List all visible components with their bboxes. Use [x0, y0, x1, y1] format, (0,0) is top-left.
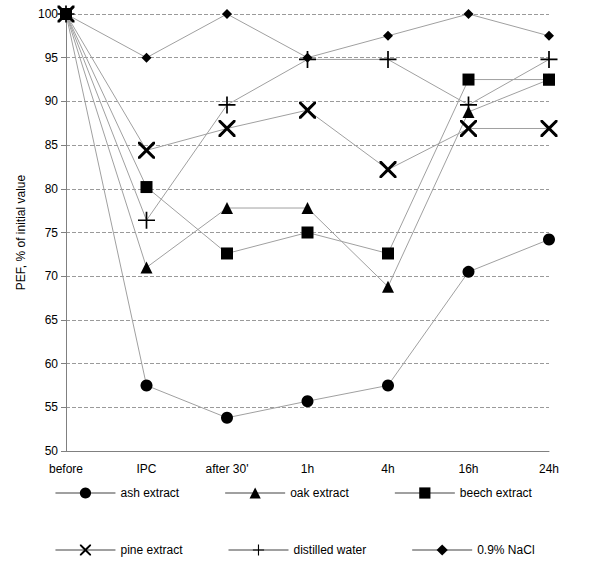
svg-text:distilled water: distilled water	[293, 543, 366, 557]
svg-text:90: 90	[45, 94, 59, 108]
svg-text:24h: 24h	[539, 462, 559, 476]
svg-text:oak extract: oak extract	[290, 486, 349, 500]
svg-text:1h: 1h	[301, 462, 314, 476]
svg-text:after 30': after 30'	[206, 462, 249, 476]
svg-text:75: 75	[45, 226, 59, 240]
svg-text:before: before	[49, 462, 83, 476]
svg-text:80: 80	[45, 182, 59, 196]
svg-text:70: 70	[45, 269, 59, 283]
svg-text:ash extract: ash extract	[120, 486, 179, 500]
svg-text:60: 60	[45, 357, 59, 371]
svg-text:50: 50	[45, 444, 59, 458]
svg-text:pine extract: pine extract	[120, 543, 183, 557]
svg-text:PEF, % of initial value: PEF, % of initial value	[14, 174, 28, 290]
svg-text:95: 95	[45, 51, 59, 65]
svg-text:0.9% NaCl: 0.9% NaCl	[477, 543, 534, 557]
svg-text:55: 55	[45, 400, 59, 414]
svg-text:beech extract: beech extract	[460, 486, 533, 500]
svg-text:16h: 16h	[458, 462, 478, 476]
svg-text:65: 65	[45, 313, 59, 327]
svg-text:IPC: IPC	[136, 462, 156, 476]
svg-text:4h: 4h	[381, 462, 394, 476]
svg-text:100: 100	[38, 7, 58, 21]
svg-text:85: 85	[45, 138, 59, 152]
